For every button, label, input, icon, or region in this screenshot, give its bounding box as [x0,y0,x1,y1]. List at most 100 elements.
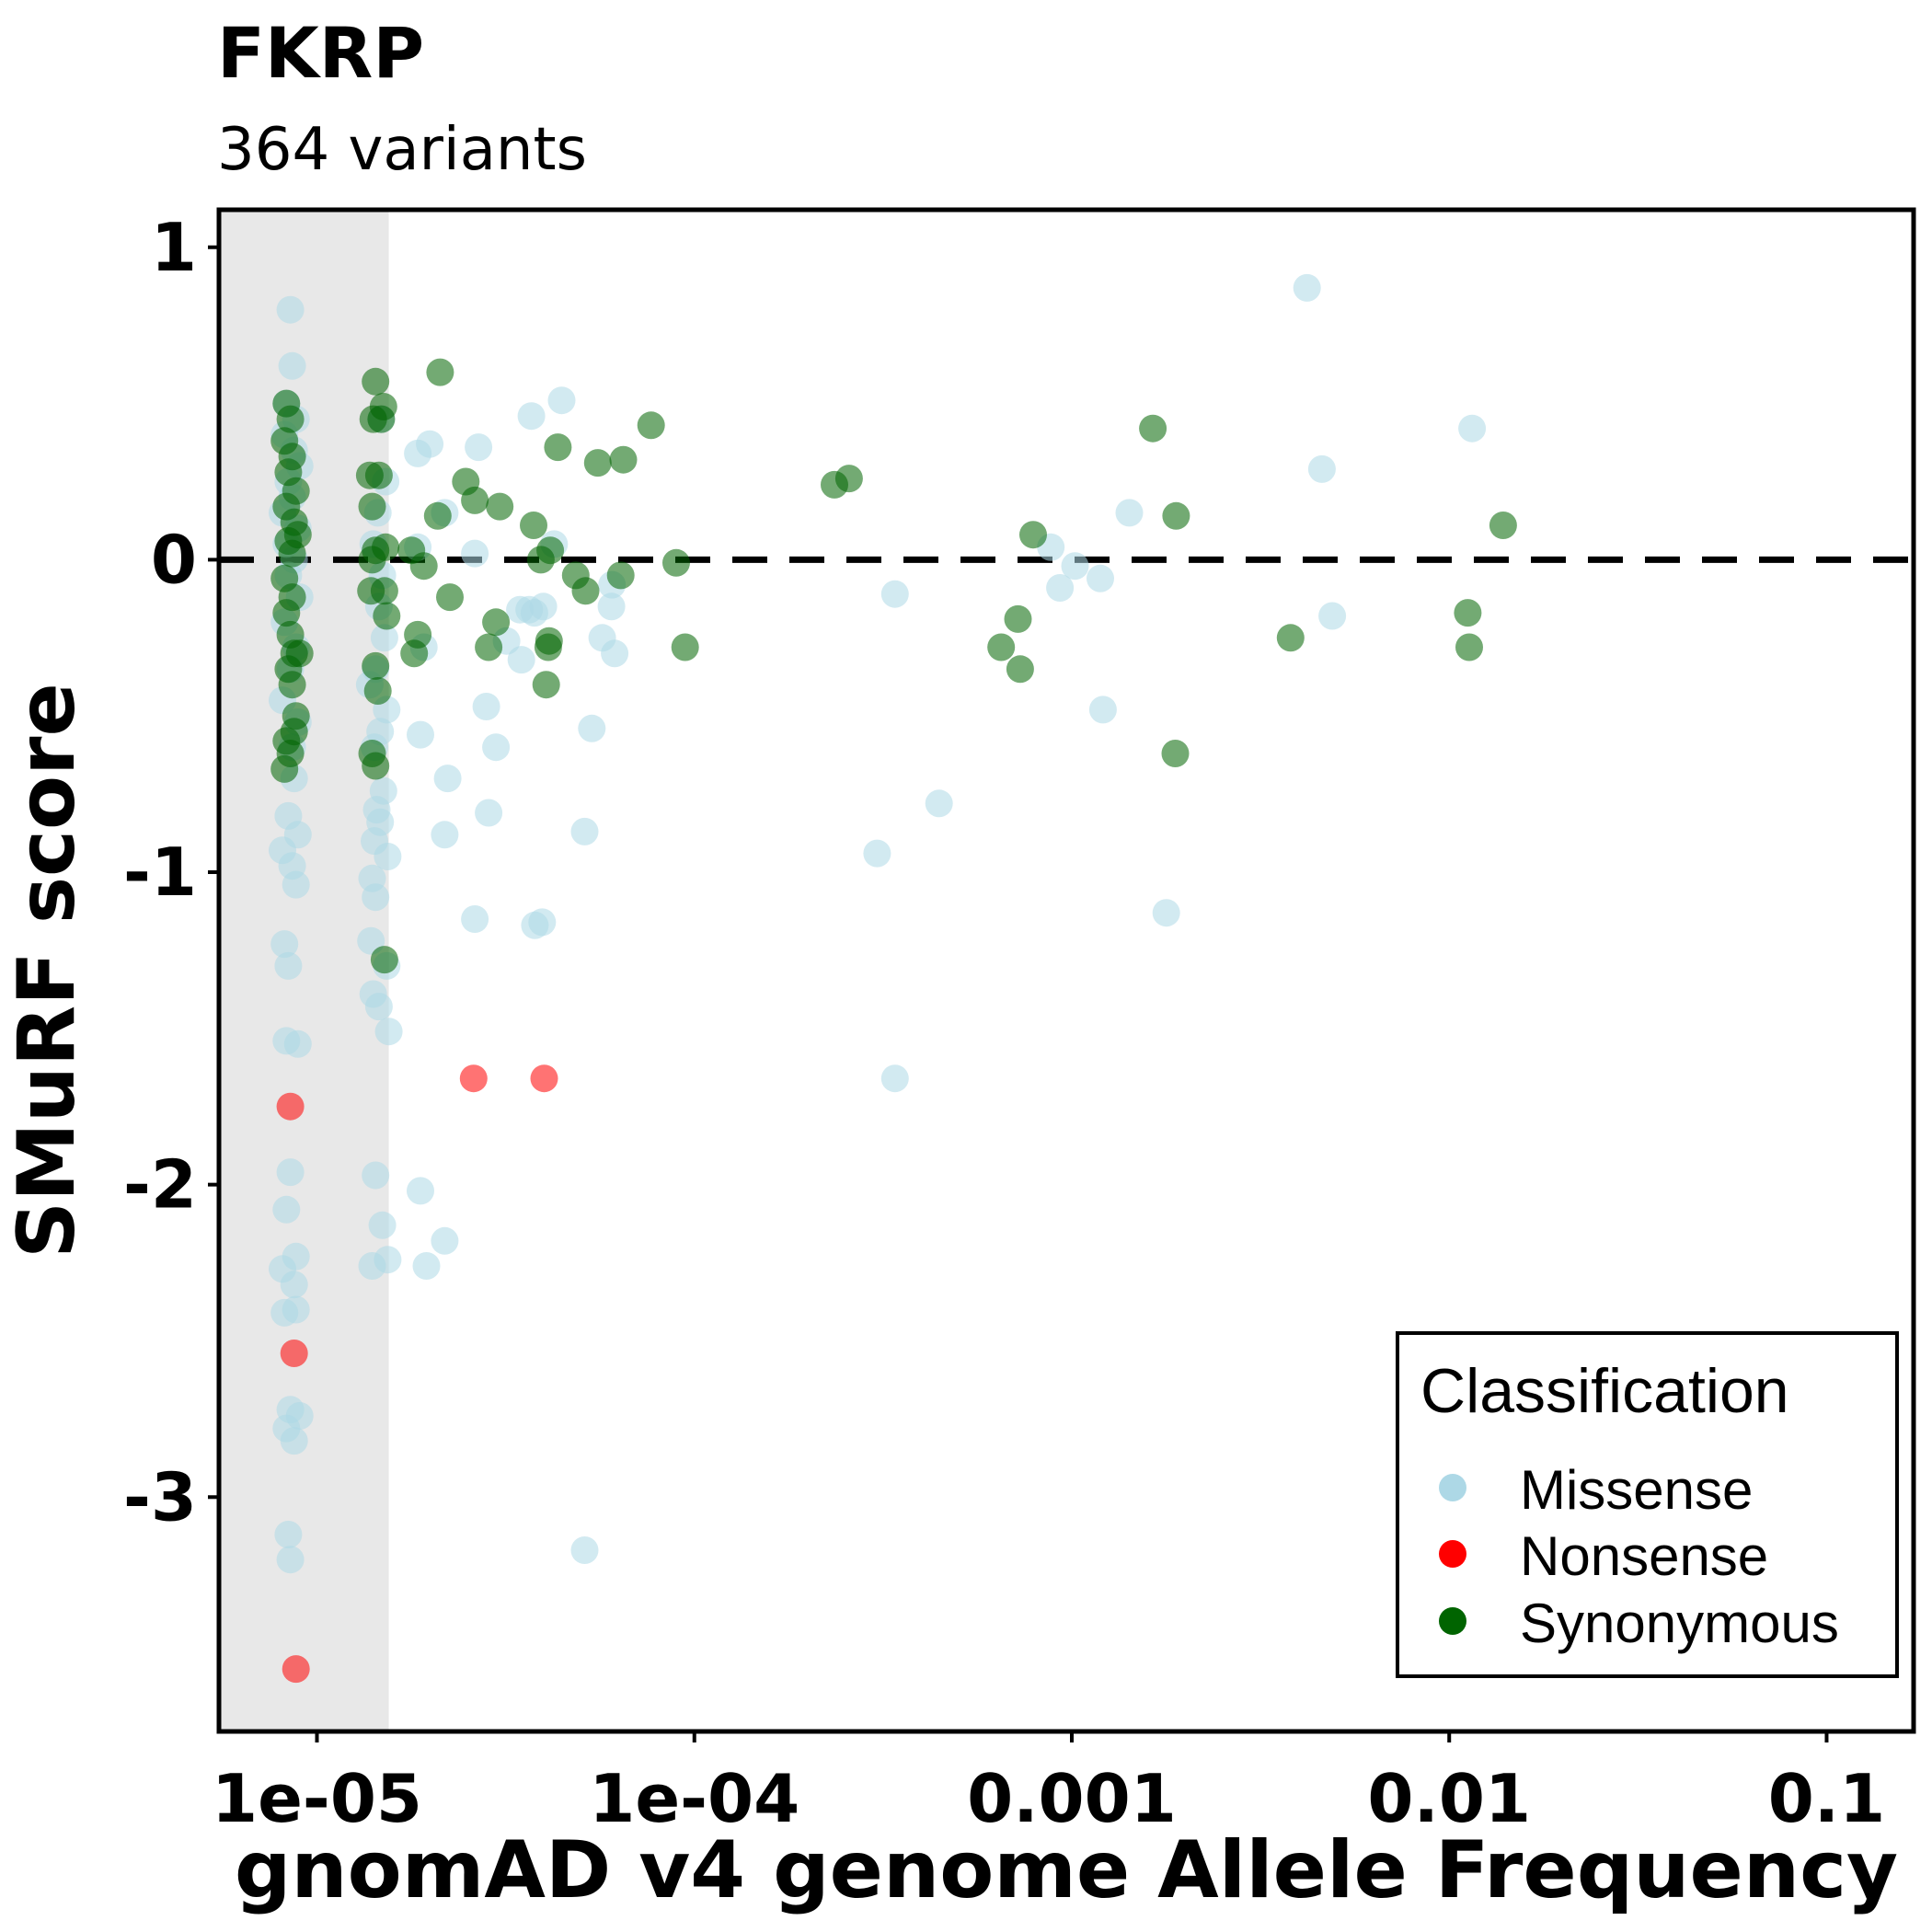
data-point-missense [272,1195,301,1224]
data-point-nonsense [280,1340,308,1367]
series-nonsense [276,1064,558,1684]
x-axis-label: gnomAD v4 genome Allele Frequency [235,1824,1898,1916]
data-point-missense [925,789,953,818]
data-point-missense [880,580,909,608]
data-point-synonymous [1019,521,1047,549]
data-point-missense [416,430,444,458]
data-point-synonymous [606,561,635,590]
data-point-synonymous [583,449,612,477]
y-axis-ticks: 1 0 -1 -2 -3 [123,209,219,1535]
data-point-missense [374,843,402,870]
data-point-missense [1307,454,1336,483]
y-axis-label: SMuRF score [1,683,93,1259]
data-point-missense [465,433,493,462]
data-point-synonymous [272,599,301,627]
data-point-synonymous [1489,512,1517,539]
data-point-missense [412,1252,441,1280]
data-point-synonymous [373,602,401,630]
data-point-missense [1046,574,1075,602]
data-point-synonymous [834,465,863,493]
data-point-synonymous [532,671,560,699]
data-point-missense [570,1536,599,1564]
data-point-missense [280,1271,308,1299]
data-point-synonymous [662,548,690,577]
data-point-missense [475,799,503,827]
y-tick-label: -1 [123,834,197,911]
data-point-synonymous [426,358,454,386]
data-point-missense [276,295,305,324]
data-point-synonymous [362,367,390,396]
data-point-missense [274,951,303,980]
x-tick-label: 0.001 [967,1760,1177,1837]
data-point-synonymous [571,577,600,605]
data-point-missense [601,639,629,668]
data-point-synonymous [486,492,514,521]
data-point-synonymous [409,552,438,581]
data-point-synonymous [544,433,572,462]
data-point-missense [1087,564,1114,592]
data-point-missense [597,592,626,621]
data-point-missense [274,1521,303,1548]
data-point-synonymous [475,633,503,661]
data-point-synonymous [1161,740,1190,767]
data-point-missense [461,905,489,933]
data-point-synonymous [536,536,565,565]
data-point-synonymous [482,608,511,637]
data-point-missense [374,1246,402,1274]
data-point-missense [517,402,546,431]
data-point-synonymous [1006,655,1034,684]
data-point-missense [1293,273,1321,302]
data-point-missense [276,1546,305,1574]
chart-subtitle: 364 variants [217,116,587,184]
data-point-synonymous [1454,599,1482,627]
legend: Classification Missense Nonsense Synonym… [1396,1331,1899,1678]
data-point-synonymous [436,583,464,612]
plot-panel-border [216,207,1916,1734]
data-point-missense [431,821,459,849]
data-point-synonymous [637,411,665,440]
data-point-missense [1458,414,1487,443]
data-point-synonymous [520,512,547,539]
data-point-missense [370,624,398,652]
x-tick-label: 1e-04 [589,1760,799,1837]
data-point-synonymous [372,533,400,561]
data-point-synonymous [364,461,393,489]
y-tick-label: -3 [123,1458,197,1535]
legend-label-missense: Missense [1520,1459,1753,1521]
data-point-missense [407,1177,434,1205]
data-point-synonymous [370,577,398,605]
data-point-synonymous [362,752,390,780]
x-tick-label: 1e-05 [212,1760,422,1837]
data-point-synonymous [276,405,305,433]
data-point-missense [547,386,576,415]
data-point-missense [529,592,558,621]
data-point-missense [1061,552,1089,581]
data-point-missense [1115,499,1144,527]
data-point-synonymous [367,405,396,433]
legend-title: Classification [1420,1356,1789,1426]
data-point-missense [507,646,535,674]
legend-label-nonsense: Nonsense [1520,1525,1768,1587]
data-point-missense [482,733,511,762]
x-tick-label: 0.01 [1367,1760,1531,1837]
data-point-missense [578,714,606,742]
data-point-synonymous [423,501,452,530]
data-point-synonymous [362,651,390,680]
data-point-nonsense [282,1655,310,1684]
legend-label-synonymous: Synonymous [1520,1593,1839,1654]
series-synonymous [270,358,1517,974]
data-point-synonymous [270,754,299,783]
data-point-missense [431,1226,459,1255]
data-point-nonsense [530,1064,558,1093]
legend-swatch-nonsense [1439,1540,1466,1568]
data-point-missense [280,1427,308,1455]
chart-title: FKRP [217,12,424,94]
data-point-missense [880,1064,909,1093]
data-point-missense [1088,696,1117,724]
legend-swatch-missense [1439,1474,1466,1501]
data-point-synonymous [1455,633,1483,661]
data-point-missense [276,1158,305,1187]
data-point-synonymous [280,718,308,746]
data-point-missense [1152,899,1180,927]
